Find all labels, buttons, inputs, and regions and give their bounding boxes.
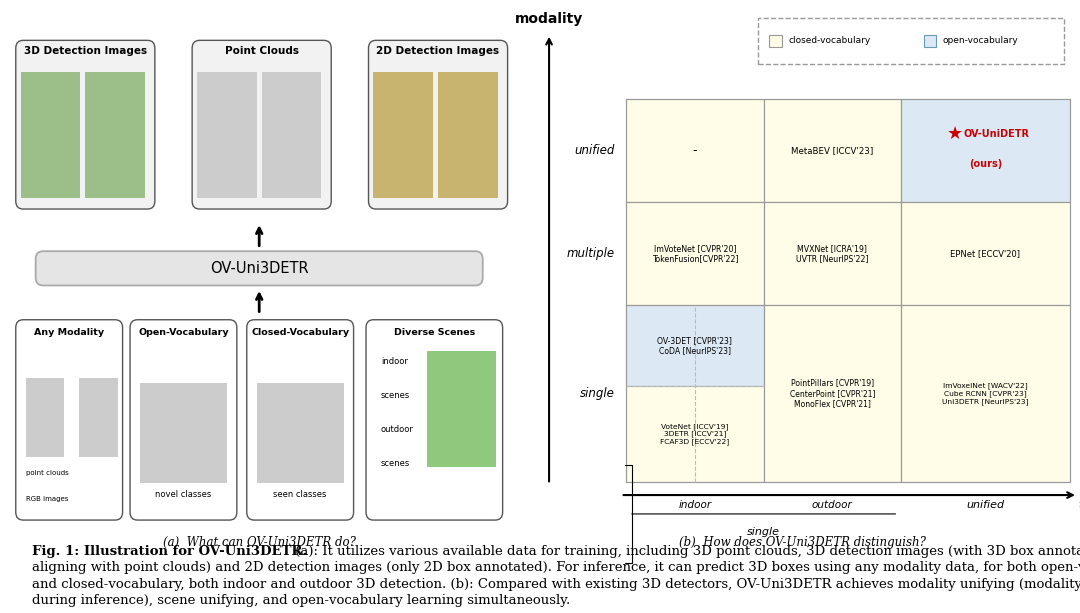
Bar [764,202,901,305]
Text: outdoor: outdoor [812,500,853,511]
Bar [26,378,64,457]
FancyBboxPatch shape [192,40,332,209]
Bar [438,135,498,199]
Bar [438,72,498,135]
Bar [626,202,764,305]
Text: multiple: multiple [567,247,616,260]
Text: PointPillars [CVPR'19]
CenterPoint [CVPR'21]
MonoFlex [CVPR'21]: PointPillars [CVPR'19] CenterPoint [CVPR… [789,379,875,408]
Bar [21,72,80,135]
Bar [85,72,145,135]
Text: 2D Detection Images: 2D Detection Images [377,45,500,56]
Text: MetaBEV [ICCV'23]: MetaBEV [ICCV'23] [792,146,874,154]
Text: EPNet [ECCV'20]: EPNet [ECCV'20] [950,249,1021,258]
Text: Open-Vocabulary: Open-Vocabulary [138,327,229,337]
Bar [764,305,901,482]
Bar [261,135,322,199]
Text: outdoor: outdoor [381,425,414,434]
Text: Fig. 1: Illustration for OV-Uni3DETR.: Fig. 1: Illustration for OV-Uni3DETR. [32,544,308,558]
Text: scene: scene [1078,497,1080,511]
Bar [198,135,257,199]
FancyBboxPatch shape [130,320,237,520]
Text: 3D Detection Images: 3D Detection Images [24,45,147,56]
Text: open-vocabulary: open-vocabulary [943,36,1018,45]
Bar [374,72,433,135]
Text: RGB images: RGB images [26,497,68,502]
Text: OV-UniDETR: OV-UniDETR [963,129,1029,139]
Text: (b)  How does OV-Uni3DETR distinguish?: (b) How does OV-Uni3DETR distinguish? [679,536,926,549]
Text: point clouds: point clouds [26,470,68,476]
Text: single: single [747,527,780,538]
Text: (a)  What can OV-Uni3DETR do?: (a) What can OV-Uni3DETR do? [163,536,355,549]
Text: ImVoxelNet [WACV'22]
Cube RCNN [CVPR'23]
Uni3DETR [NeurIPS'23]: ImVoxelNet [WACV'22] Cube RCNN [CVPR'23]… [942,383,1028,405]
Text: Diverse Scenes: Diverse Scenes [394,327,475,337]
Bar [626,386,764,482]
Bar [198,72,257,135]
Text: Closed-Vocabulary: Closed-Vocabulary [252,327,349,337]
Text: closed-vocabulary: closed-vocabulary [788,36,870,45]
Bar [257,383,343,483]
Text: Any Modality: Any Modality [35,327,105,337]
Text: OV-Uni3DETR: OV-Uni3DETR [210,261,309,276]
Text: -: - [692,144,698,157]
Text: single: single [580,387,616,400]
FancyBboxPatch shape [16,40,154,209]
FancyBboxPatch shape [366,320,502,520]
Text: modality: modality [515,12,583,26]
Text: ★: ★ [947,125,963,143]
Bar [626,305,764,386]
Text: (a): It utilizes various available data for training, including 3D point clouds,: (a): It utilizes various available data … [292,544,1080,558]
Bar [626,99,764,202]
Bar [428,351,496,467]
Text: OV-3DET [CVPR'23]
CoDA [NeurIPS'23]: OV-3DET [CVPR'23] CoDA [NeurIPS'23] [658,336,732,356]
Text: unified: unified [967,500,1004,511]
Text: (ours): (ours) [969,159,1002,169]
Text: scenes: scenes [381,391,410,400]
FancyBboxPatch shape [36,251,483,286]
Text: unified: unified [575,144,616,157]
Text: aligning with point clouds) and 2D detection images (only 2D box annotated). For: aligning with point clouds) and 2D detec… [32,561,1080,574]
Bar [769,35,782,47]
Text: and closed-vocabulary, both indoor and outdoor 3D detection. (b): Compared with : and closed-vocabulary, both indoor and o… [32,577,1080,591]
Text: VoteNet [ICCV'19]
3DETR [ICCV'21]
FCAF3D [ECCV'22]: VoteNet [ICCV'19] 3DETR [ICCV'21] FCAF3D… [660,423,729,445]
Bar [261,72,322,135]
Bar [140,383,227,483]
FancyBboxPatch shape [16,320,123,520]
Text: indoor: indoor [381,357,408,365]
Text: during inference), scene unifying, and open-vocabulary learning simultaneously.: during inference), scene unifying, and o… [32,595,570,607]
Bar [901,99,1069,202]
Bar [79,378,118,457]
Bar [901,305,1069,482]
FancyBboxPatch shape [368,40,508,209]
Bar [374,135,433,199]
Text: MVXNet [ICRA'19]
UVTR [NeurIPS'22]: MVXNet [ICRA'19] UVTR [NeurIPS'22] [796,244,868,264]
FancyBboxPatch shape [758,18,1064,64]
Text: Point Clouds: Point Clouds [225,45,299,56]
Text: scenes: scenes [381,460,410,468]
Bar [21,135,80,199]
Bar [901,202,1069,305]
Bar [85,135,145,199]
Bar [923,35,935,47]
Text: novel classes: novel classes [156,490,212,499]
Bar [764,99,901,202]
Text: seen classes: seen classes [273,490,327,499]
FancyBboxPatch shape [246,320,353,520]
Text: ImVoteNet [CVPR'20]
TokenFusion[CVPR'22]: ImVoteNet [CVPR'20] TokenFusion[CVPR'22] [651,244,738,264]
Text: indoor: indoor [678,500,712,511]
